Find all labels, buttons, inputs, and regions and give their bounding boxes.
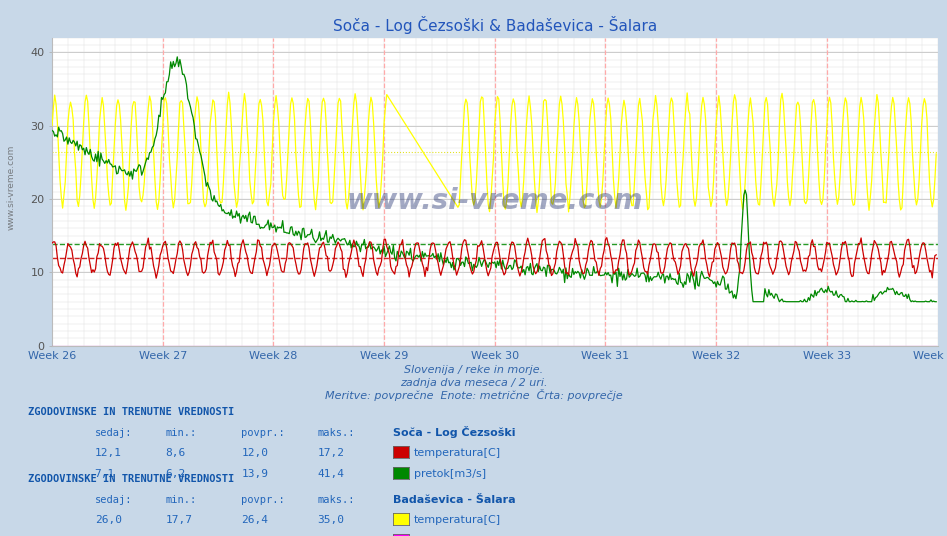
Text: 17,7: 17,7 xyxy=(166,515,193,525)
Text: 12,1: 12,1 xyxy=(95,448,122,458)
Text: 35,0: 35,0 xyxy=(317,515,345,525)
Text: min.:: min.: xyxy=(166,428,197,438)
Text: www.si-vreme.com: www.si-vreme.com xyxy=(347,187,643,215)
Text: 26,4: 26,4 xyxy=(241,515,269,525)
Text: 8,6: 8,6 xyxy=(166,448,186,458)
Text: 17,2: 17,2 xyxy=(317,448,345,458)
Text: www.si-vreme.com: www.si-vreme.com xyxy=(7,145,16,230)
Text: 12,0: 12,0 xyxy=(241,448,269,458)
Text: sedaj:: sedaj: xyxy=(95,495,133,505)
Text: zadnja dva meseca / 2 uri.: zadnja dva meseca / 2 uri. xyxy=(400,378,547,388)
Text: temperatura[C]: temperatura[C] xyxy=(414,515,501,525)
Text: ZGODOVINSKE IN TRENUTNE VREDNOSTI: ZGODOVINSKE IN TRENUTNE VREDNOSTI xyxy=(28,474,235,485)
Text: 41,4: 41,4 xyxy=(317,468,345,479)
Text: Soča - Log Čezsoški: Soča - Log Čezsoški xyxy=(393,426,515,438)
Text: sedaj:: sedaj: xyxy=(95,428,133,438)
Text: ZGODOVINSKE IN TRENUTNE VREDNOSTI: ZGODOVINSKE IN TRENUTNE VREDNOSTI xyxy=(28,407,235,418)
Text: 7,1: 7,1 xyxy=(95,468,115,479)
Text: temperatura[C]: temperatura[C] xyxy=(414,448,501,458)
Title: Soča - Log Čezsoški & Badaševica - Šalara: Soča - Log Čezsoški & Badaševica - Šalar… xyxy=(332,16,657,34)
Text: maks.:: maks.: xyxy=(317,495,355,505)
Text: maks.:: maks.: xyxy=(317,428,355,438)
Text: povpr.:: povpr.: xyxy=(241,495,285,505)
Text: Badaševica - Šalara: Badaševica - Šalara xyxy=(393,495,515,505)
Text: 26,0: 26,0 xyxy=(95,515,122,525)
Text: min.:: min.: xyxy=(166,495,197,505)
Text: povpr.:: povpr.: xyxy=(241,428,285,438)
Text: 13,9: 13,9 xyxy=(241,468,269,479)
Text: 6,2: 6,2 xyxy=(166,468,186,479)
Text: Slovenija / reke in morje.: Slovenija / reke in morje. xyxy=(404,364,543,375)
Text: Meritve: povprečne  Enote: metrične  Črta: povprečje: Meritve: povprečne Enote: metrične Črta:… xyxy=(325,389,622,401)
Text: pretok[m3/s]: pretok[m3/s] xyxy=(414,468,486,479)
